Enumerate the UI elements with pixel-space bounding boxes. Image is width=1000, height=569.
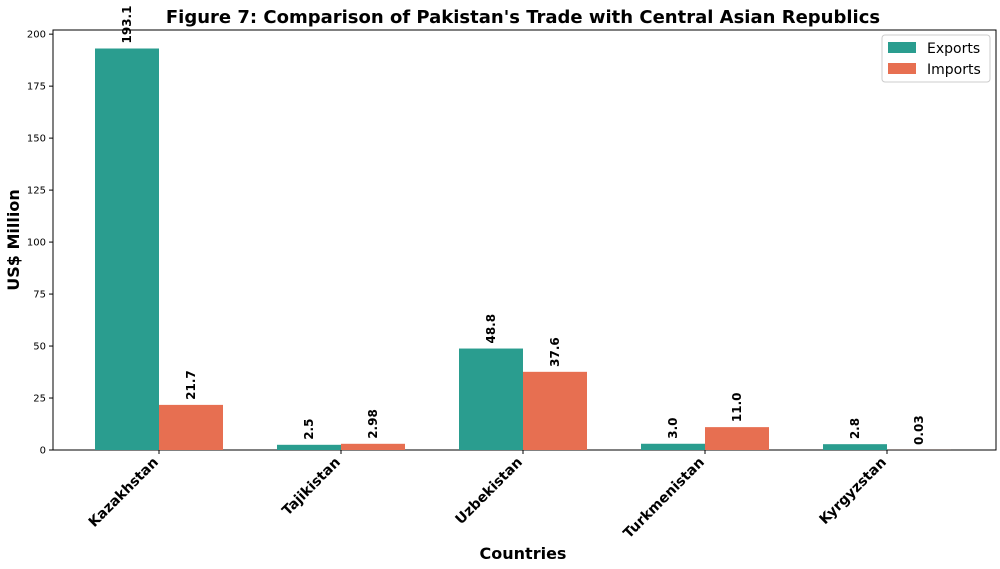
x-tick-label-kazakhstan: Kazakhstan xyxy=(86,455,162,531)
y-tick-label: 50 xyxy=(33,342,46,353)
y-tick-label: 150 xyxy=(27,134,46,145)
data-label-imports-uzbekistan: 37.6 xyxy=(548,337,562,367)
x-tick-label-uzbekistan: Uzbekistan xyxy=(453,455,526,528)
legend-label-imports: Imports xyxy=(927,62,981,78)
bar-exports-tajikistan xyxy=(277,444,341,450)
data-labels-group: 193.1 21.7 2.5 2.98 48.8 37.6 3.0 11.0 2.8 0.03 xyxy=(120,6,926,445)
legend: Exports Imports xyxy=(881,34,991,83)
bar-imports-kazakhstan xyxy=(159,404,223,450)
y-tick-label: 175 xyxy=(27,82,46,93)
data-label-exports-tajikistan: 2.5 xyxy=(302,419,316,440)
data-label-exports-kazakhstan: 193.1 xyxy=(120,6,134,44)
y-axis-title: US$ Million xyxy=(4,189,23,290)
bar-exports-uzbekistan xyxy=(459,348,523,450)
x-tick-label-kyrgyzstan: Kyrgyzstan xyxy=(816,455,889,528)
y-tick-label: 200 xyxy=(27,30,46,41)
y-tick-label: 0 xyxy=(40,446,46,457)
data-label-imports-kyrgyzstan: 0.03 xyxy=(912,415,926,445)
data-label-exports-kyrgyzstan: 2.8 xyxy=(848,418,862,439)
bar-exports-turkmenistan xyxy=(641,443,705,450)
y-axis: 0 25 50 75 100 125 150 175 200 xyxy=(27,30,53,457)
data-label-exports-uzbekistan: 48.8 xyxy=(484,314,498,344)
x-axis-title: Countries xyxy=(480,544,567,563)
y-tick-label: 125 xyxy=(27,186,46,197)
data-label-imports-turkmenistan: 11.0 xyxy=(730,393,744,423)
bar-exports-kyrgyzstan xyxy=(823,444,887,450)
data-label-exports-turkmenistan: 3.0 xyxy=(666,417,680,438)
x-tick-label-tajikistan: Tajikistan xyxy=(279,455,344,520)
data-label-imports-kazakhstan: 21.7 xyxy=(184,370,198,400)
chart-title: Figure 7: Comparison of Pakistan's Trade… xyxy=(166,7,880,28)
bar-imports-tajikistan xyxy=(341,443,405,450)
legend-label-exports: Exports xyxy=(927,41,980,57)
bar-exports-kazakhstan xyxy=(95,48,159,451)
bar-imports-turkmenistan xyxy=(705,427,769,450)
bar-imports-uzbekistan xyxy=(523,371,587,450)
y-tick-label: 75 xyxy=(33,290,46,301)
legend-swatch-imports xyxy=(888,63,916,74)
y-tick-label: 25 xyxy=(33,394,46,405)
legend-swatch-exports xyxy=(888,42,916,53)
y-tick-label: 100 xyxy=(27,238,46,249)
x-tick-label-turkmenistan: Turkmenistan xyxy=(621,455,708,542)
x-axis: Kazakhstan Tajikistan Uzbekistan Turkmenist… xyxy=(86,450,890,542)
bars-group xyxy=(95,48,951,451)
data-label-imports-tajikistan: 2.98 xyxy=(366,409,380,439)
